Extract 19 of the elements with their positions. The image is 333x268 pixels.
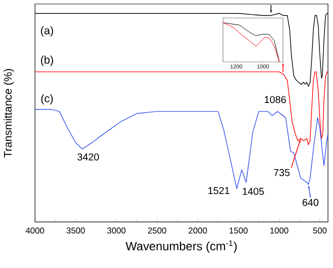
x-tick-label: 2500 [148, 228, 166, 234]
annotation: 3420 [77, 153, 99, 161]
x-tick-label: 1500 [230, 228, 248, 234]
x-tick-label: 4000 [26, 228, 44, 234]
x-tick-label: 3500 [66, 228, 85, 234]
x-axis-title: Wavenumbers (cm$^{-1}$) [126, 240, 237, 253]
series-label: (a) [40, 26, 54, 37]
annotation: 1086 [264, 96, 286, 104]
annotation: 735 [274, 169, 290, 176]
x-tick-label: 3000 [107, 228, 126, 234]
x-tick-label: 2000 [188, 228, 207, 234]
y-axis-title: Transmittance (%) [4, 68, 14, 158]
x-tick-label: 1000 [270, 228, 288, 234]
x-tick-label: 500 [313, 228, 327, 234]
annotation: 1521 [208, 187, 230, 194]
annotation: 1405 [242, 188, 264, 195]
series-label: (c) [41, 94, 53, 104]
series-label: (b) [40, 56, 54, 66]
annotation: 640 [302, 198, 318, 206]
